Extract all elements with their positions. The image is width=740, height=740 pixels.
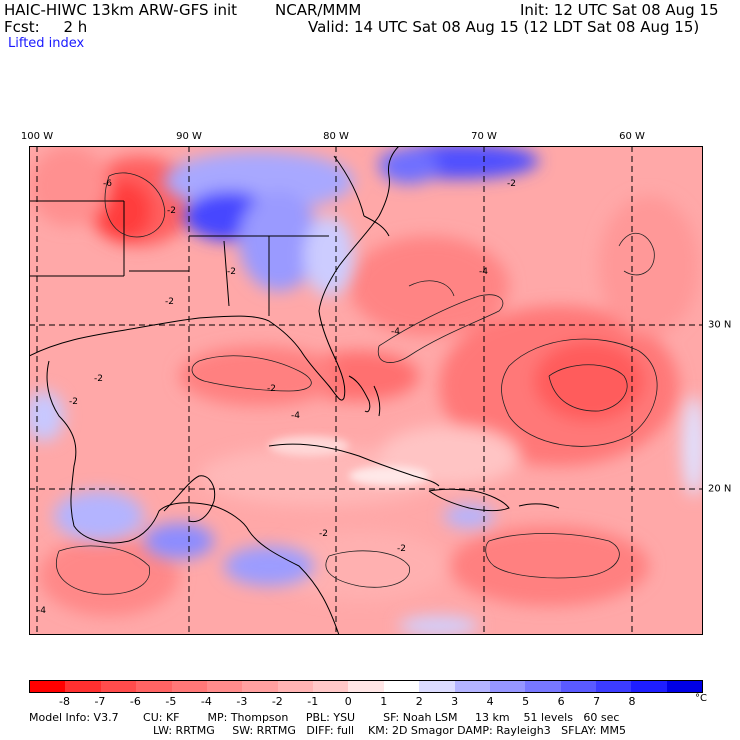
contour-label: -2 bbox=[397, 544, 406, 554]
field-name: Lifted index bbox=[8, 36, 85, 51]
colorbar-swatch bbox=[313, 681, 349, 692]
model-info-line2: LW: RRTMG SW: RRTMG DIFF: full KM: 2D Sm… bbox=[153, 724, 626, 737]
contour-label: -4 bbox=[37, 606, 46, 616]
colorbar-swatch bbox=[419, 681, 455, 692]
contour-label: -2 bbox=[319, 529, 328, 539]
colorbar-swatch bbox=[277, 681, 313, 692]
contour-label: -2 bbox=[165, 297, 174, 307]
lon-label-80w: 80 W bbox=[323, 131, 349, 142]
contour-label: -2 bbox=[94, 374, 103, 384]
init-time: Init: 12 UTC Sat 08 Aug 15 bbox=[520, 1, 719, 19]
colorbar-swatch bbox=[560, 681, 596, 692]
contour-label: -2 bbox=[227, 267, 236, 277]
neutral-li-field bbox=[269, 436, 429, 486]
contour-label: -6 bbox=[103, 179, 112, 189]
colorbar-tick-label: 0 bbox=[344, 695, 352, 708]
lon-label-100w: 100 W bbox=[20, 131, 54, 142]
colorbar-swatch bbox=[65, 681, 101, 692]
lat-lon-grid bbox=[29, 146, 703, 635]
colorbar-swatch bbox=[242, 681, 278, 692]
forecast-hour: Fcst: 2 h bbox=[4, 18, 88, 36]
colorbar-tick-label: -8 bbox=[58, 695, 70, 708]
colorbar-swatch bbox=[489, 681, 526, 692]
model-info-line1: Model Info: V3.7 CU: KF MP: Thompson PBL… bbox=[29, 711, 620, 724]
colorbar-swatch bbox=[348, 681, 384, 692]
colorbar-tick-label: 2 bbox=[415, 695, 423, 708]
valid-time: Valid: 14 UTC Sat 08 Aug 15 (12 LDT Sat … bbox=[308, 18, 700, 36]
colorbar-tick-label: -3 bbox=[236, 695, 248, 708]
colorbar-swatch bbox=[30, 681, 66, 692]
contour-label: -4 bbox=[291, 411, 300, 421]
colorbar-unit: °C bbox=[695, 693, 707, 704]
li-contours bbox=[56, 172, 658, 595]
contour-label: -4 bbox=[391, 327, 400, 337]
map-frame bbox=[29, 146, 703, 635]
colorbar-swatch bbox=[100, 681, 137, 692]
colorbar-swatch bbox=[666, 681, 703, 692]
contour-label: -2 bbox=[507, 179, 516, 189]
colorbar-tick-label: 5 bbox=[522, 695, 530, 708]
colorbar-tick-label: -2 bbox=[271, 695, 283, 708]
model-title: HAIC-HIWC 13km ARW-GFS init bbox=[4, 1, 238, 19]
colorbar-tick-label: 3 bbox=[451, 695, 459, 708]
colorbar-swatch bbox=[596, 681, 632, 692]
colorbar-swatch bbox=[525, 681, 561, 692]
lon-label-60w: 60 W bbox=[619, 131, 645, 142]
lon-label-70w: 70 W bbox=[471, 131, 497, 142]
colorbar-tick-label: -6 bbox=[129, 695, 141, 708]
colorbar-swatch bbox=[454, 681, 490, 692]
contour-label: -2 bbox=[69, 397, 78, 407]
colorbar-tick-label: -5 bbox=[165, 695, 177, 708]
colorbar-tick-label: -4 bbox=[200, 695, 212, 708]
colorbar-tick-label: 1 bbox=[380, 695, 388, 708]
lat-label-20n: 20 N bbox=[708, 483, 732, 495]
contour-label: -2 bbox=[267, 384, 276, 394]
colorbar-tick-label: -1 bbox=[307, 695, 319, 708]
colorbar-tick-label: -7 bbox=[94, 695, 106, 708]
contour-labels: -6 -2 -2 -2 -4 -2 -2 -4 -4 -2 -2 -2 -2 -… bbox=[37, 179, 516, 616]
lifted-index-map: -6 -2 -2 -2 -4 -2 -2 -4 -4 -2 -2 -2 -2 -… bbox=[29, 146, 703, 635]
colorbar-tick-label: 8 bbox=[628, 695, 636, 708]
colorbar-tick-label: 7 bbox=[593, 695, 601, 708]
coastlines bbox=[29, 146, 560, 635]
organization-label: NCAR/MMM bbox=[275, 1, 362, 19]
colorbar-tick-label: 6 bbox=[557, 695, 565, 708]
colorbar-swatch bbox=[631, 681, 667, 692]
lat-label-30n: 30 N bbox=[708, 319, 732, 331]
lon-label-90w: 90 W bbox=[176, 131, 202, 142]
colorbar-swatch bbox=[171, 681, 207, 692]
colorbar-swatch bbox=[383, 681, 420, 692]
colorbar-swatch bbox=[136, 681, 172, 692]
colorbar-swatch bbox=[206, 681, 243, 692]
contour-label: -2 bbox=[167, 206, 176, 216]
colorbar bbox=[29, 680, 703, 693]
contour-label: -4 bbox=[479, 267, 488, 277]
colorbar-tick-label: 4 bbox=[486, 695, 494, 708]
